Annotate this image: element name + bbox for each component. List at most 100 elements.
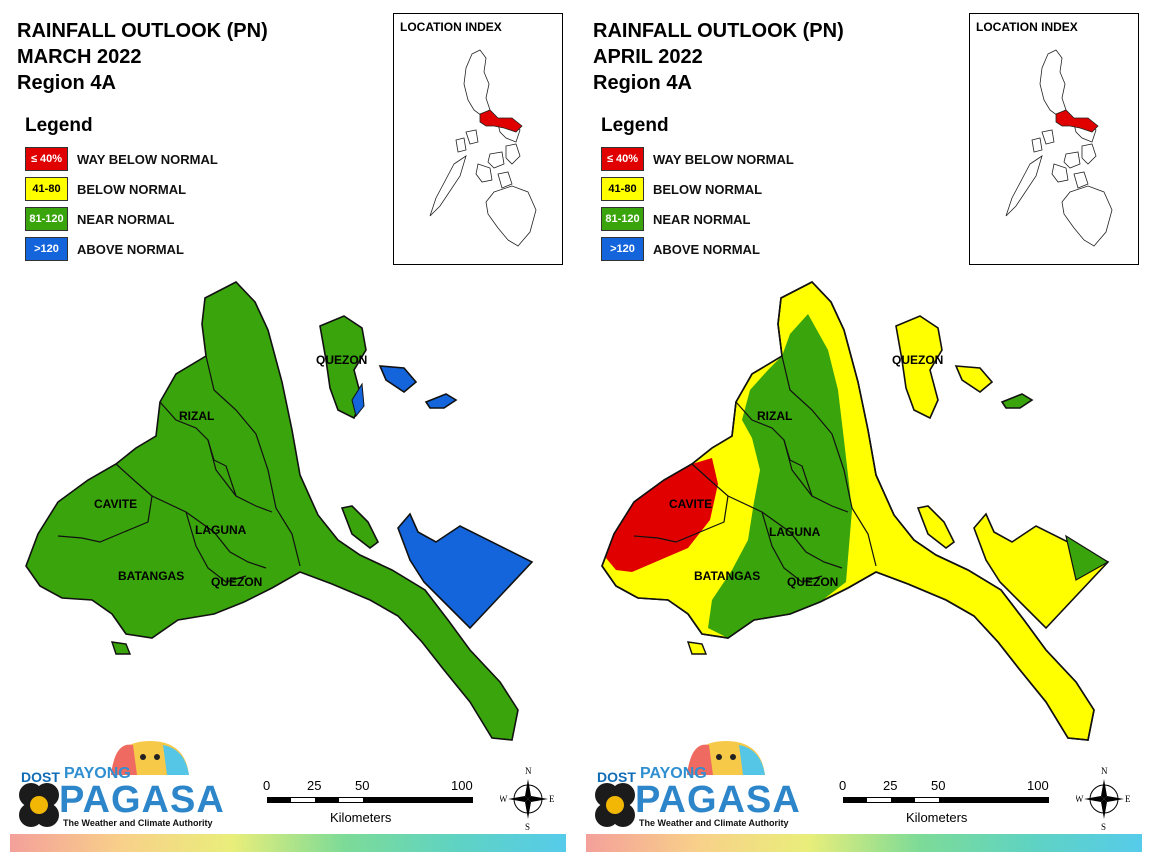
compass-icon: N E S W xyxy=(1075,766,1131,832)
location-index-title: LOCATION INDEX xyxy=(976,20,1078,34)
islet-batangas xyxy=(110,641,132,655)
scale-unit: Kilometers xyxy=(330,810,392,825)
scale-tick-label: 25 xyxy=(307,778,322,793)
zone-way-below-normal-cavite xyxy=(606,458,718,572)
compass-e: E xyxy=(1125,794,1131,804)
legend-swatch-blue: >120 xyxy=(601,237,644,261)
pagasa-logo: DOST PAYONG PAGASA The Weather and Clima… xyxy=(591,735,800,835)
legend-label: WAY BELOW NORMAL xyxy=(653,152,794,167)
compass-e: E xyxy=(549,794,555,804)
philippines-outline xyxy=(1005,49,1113,247)
legend-swatch-yellow: 41-80 xyxy=(25,177,68,201)
label-rizal: RIZAL xyxy=(757,409,792,423)
legend-swatch-green: 81-120 xyxy=(25,207,68,231)
label-cavite: CAVITE xyxy=(669,497,712,511)
legend-title: Legend xyxy=(601,115,669,136)
compass-s: S xyxy=(1101,822,1106,831)
umbrella-icon xyxy=(19,741,189,827)
umbrella-icon xyxy=(595,741,765,827)
legend-label: WAY BELOW NORMAL xyxy=(77,152,218,167)
logo-payong: PAYONG xyxy=(640,765,707,782)
scale-tick-label: 100 xyxy=(1027,778,1049,793)
region-map-april: RIZAL CAVITE LAGUNA BATANGAS QUEZON QUEZ… xyxy=(601,281,1110,741)
legend-swatch-yellow: 41-80 xyxy=(601,177,644,201)
scale-bar: 0 25 50 100 Kilometers xyxy=(255,778,480,828)
outlook-panel-march: RAINFALL OUTLOOK (PN) MARCH 2022 Region … xyxy=(10,13,566,852)
legend-label: BELOW NORMAL xyxy=(653,182,763,197)
outlook-panel-april: RAINFALL OUTLOOK (PN) APRIL 2022 Region … xyxy=(576,0,1152,864)
legend-label: BELOW NORMAL xyxy=(77,182,187,197)
scale-tick-label: 50 xyxy=(355,778,370,793)
legend: Legend ≤ 40% WAY BELOW NORMAL 41-80 BELO… xyxy=(601,115,794,267)
label-rizal: RIZAL xyxy=(179,409,214,423)
label-quezon-south: QUEZON xyxy=(211,575,262,589)
island-alabat-2 xyxy=(340,505,380,550)
logo-tagline: The Weather and Climate Authority xyxy=(639,818,789,828)
map-title: RAINFALL OUTLOOK (PN) MARCH 2022 Region … xyxy=(17,18,268,96)
logo-tagline: The Weather and Climate Authority xyxy=(63,818,213,828)
compass-s: S xyxy=(525,822,530,831)
zone-near-normal-tip xyxy=(1065,534,1110,581)
legend-label: ABOVE NORMAL xyxy=(77,242,184,257)
legend-row-below: 41-80 BELOW NORMAL xyxy=(25,177,186,207)
region-mainland xyxy=(25,281,519,741)
island-alabat xyxy=(1000,393,1034,409)
region-map-march: RIZAL CAVITE LAGUNA BATANGAS QUEZON QUEZ… xyxy=(25,281,534,741)
title-line-1: RAINFALL OUTLOOK (PN) xyxy=(593,20,844,42)
island-polillo xyxy=(895,315,943,420)
compass-rose: N E S W xyxy=(1075,765,1132,832)
title-month: APRIL 2022 xyxy=(593,46,703,68)
map-title: RAINFALL OUTLOOK (PN) APRIL 2022 Region … xyxy=(593,18,844,96)
legend-row-above: >120 ABOVE NORMAL xyxy=(601,237,760,267)
label-batangas: BATANGAS xyxy=(118,569,184,583)
scale-tick-label: 0 xyxy=(263,778,271,793)
zone-above-normal-polillo xyxy=(351,382,365,418)
legend-swatch-blue: >120 xyxy=(25,237,68,261)
label-cavite: CAVITE xyxy=(94,497,137,511)
title-region: Region 4A xyxy=(17,72,116,94)
scale-unit: Kilometers xyxy=(906,810,968,825)
legend-row-above: >120 ABOVE NORMAL xyxy=(25,237,184,267)
title-line-1: RAINFALL OUTLOOK (PN) xyxy=(17,20,268,42)
legend-label: NEAR NORMAL xyxy=(653,212,751,227)
region-4a-highlight xyxy=(1055,109,1099,133)
compass-n: N xyxy=(525,766,532,776)
logo-dost: DOST xyxy=(21,769,60,785)
title-region: Region 4A xyxy=(593,72,692,94)
compass-w: W xyxy=(1076,794,1084,804)
label-laguna: LAGUNA xyxy=(769,525,821,539)
scale-tick-label: 100 xyxy=(451,778,473,793)
legend-row-way-below: ≤ 40% WAY BELOW NORMAL xyxy=(601,147,794,177)
island-alabat-2 xyxy=(916,505,956,550)
islet-batangas xyxy=(686,641,708,655)
legend-swatch-red: ≤ 40% xyxy=(25,147,68,171)
legend-label: ABOVE NORMAL xyxy=(653,242,760,257)
legend: Legend ≤ 40% WAY BELOW NORMAL 41-80 BELO… xyxy=(25,115,218,267)
zone-above-normal-bondoc xyxy=(397,512,534,630)
legend-title: Legend xyxy=(25,115,93,136)
island-alabat xyxy=(424,393,458,409)
label-quezon-south: QUEZON xyxy=(787,575,838,589)
location-index-title: LOCATION INDEX xyxy=(400,20,502,34)
location-index-map: LOCATION INDEX xyxy=(969,13,1139,265)
footer-gradient-bar xyxy=(586,834,1142,852)
legend-swatch-red: ≤ 40% xyxy=(601,147,644,171)
legend-row-below: 41-80 BELOW NORMAL xyxy=(601,177,762,207)
scale-bar-graphic xyxy=(843,797,1049,803)
pagasa-logo: DOST PAYONG PAGASA The Weather and Clima… xyxy=(15,735,224,835)
scale-tick-label: 0 xyxy=(839,778,847,793)
legend-row-near: 81-120 NEAR NORMAL xyxy=(25,207,175,237)
region-4a-highlight xyxy=(479,109,523,133)
island-jomalig xyxy=(954,365,994,393)
label-quezon-north: QUEZON xyxy=(316,353,367,367)
scale-bar-graphic xyxy=(267,797,473,803)
label-laguna: LAGUNA xyxy=(195,523,247,537)
logo-payong: PAYONG xyxy=(64,765,131,782)
footer-gradient-bar xyxy=(10,834,566,852)
legend-label: NEAR NORMAL xyxy=(77,212,175,227)
compass-icon: N E S W xyxy=(499,766,555,832)
compass-rose: N E S W xyxy=(499,765,556,832)
scale-bar: 0 25 50 100 Kilometers xyxy=(831,778,1056,828)
region-outline xyxy=(601,281,1095,741)
philippines-outline xyxy=(429,49,537,247)
